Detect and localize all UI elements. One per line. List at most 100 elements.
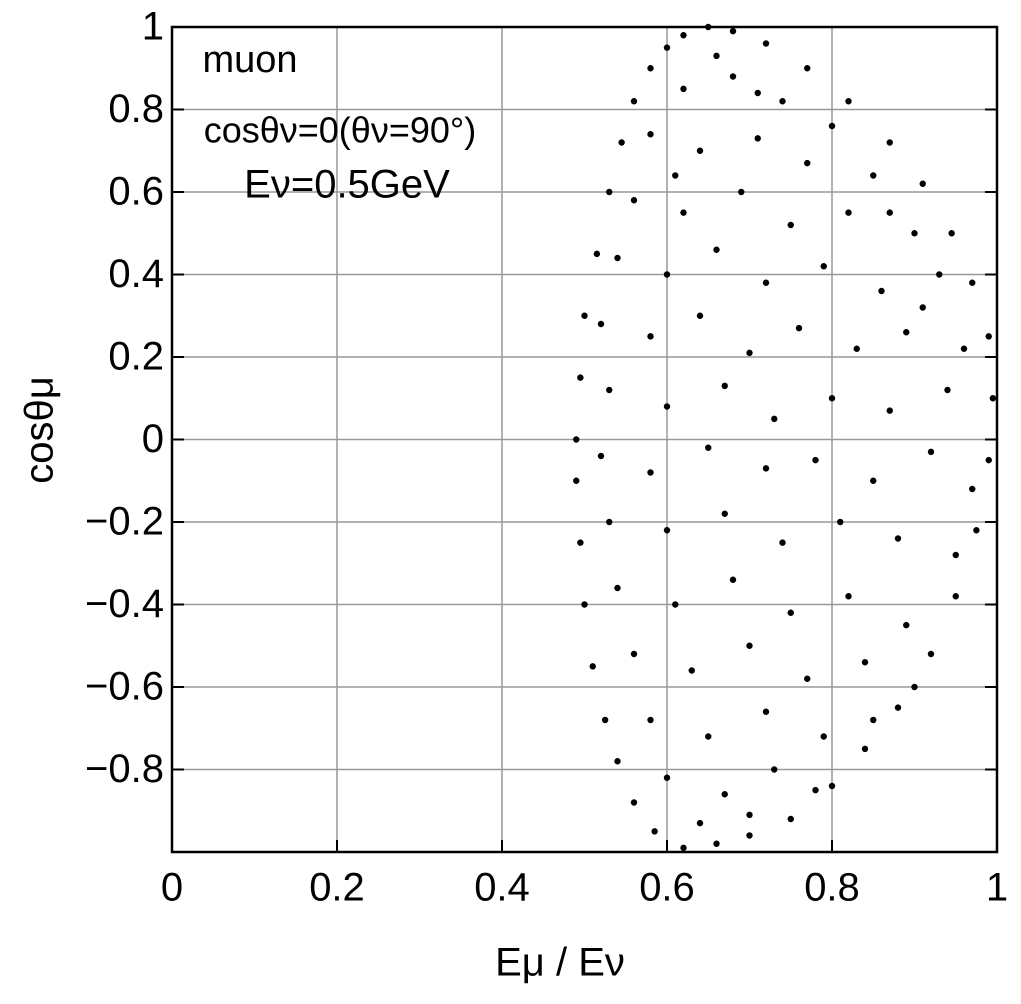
point (721, 510, 728, 517)
point (870, 172, 877, 179)
point (705, 444, 712, 451)
point (738, 188, 745, 196)
point (927, 448, 935, 456)
point (721, 382, 728, 390)
x-axis-label: Eμ / Eν (495, 941, 625, 985)
point (581, 312, 588, 319)
point (614, 584, 621, 592)
point (729, 73, 737, 80)
point (812, 456, 819, 464)
point (589, 663, 596, 670)
point (927, 650, 935, 658)
point (762, 279, 770, 286)
point (729, 576, 737, 583)
x-tick-label: 0 (161, 866, 183, 910)
point (787, 815, 794, 823)
point (663, 527, 671, 534)
point (837, 518, 844, 526)
point (696, 147, 704, 154)
point (680, 209, 687, 216)
point (911, 230, 918, 237)
point (911, 683, 918, 691)
x-tick-label: 0.2 (309, 866, 365, 910)
point (870, 477, 877, 484)
point (597, 320, 605, 328)
point (948, 230, 955, 237)
point (886, 209, 893, 216)
point (651, 828, 658, 835)
point (577, 374, 584, 381)
point (647, 716, 654, 724)
point (828, 782, 836, 790)
y-tick-label: −0.8 (85, 747, 164, 791)
point (696, 312, 704, 319)
point (804, 675, 811, 682)
point (597, 452, 605, 460)
point (787, 609, 794, 616)
point (828, 395, 836, 402)
y-axis-label: cosθμ (18, 376, 62, 484)
point (969, 485, 976, 493)
point (845, 98, 852, 105)
point (647, 65, 654, 72)
x-tick-label: 1 (986, 866, 1008, 910)
point (630, 98, 638, 105)
point (688, 667, 695, 674)
point (618, 139, 625, 146)
plot-frame (170, 25, 999, 854)
point (903, 621, 910, 629)
point (886, 139, 893, 146)
point (894, 704, 902, 711)
point (861, 745, 869, 753)
point (614, 758, 621, 765)
y-tick-label: 0 (142, 417, 164, 461)
y-tick-label: 0.4 (108, 252, 164, 296)
point (746, 349, 753, 357)
point (944, 386, 951, 394)
point (647, 469, 654, 476)
point (861, 659, 869, 666)
point (903, 329, 910, 336)
point (812, 786, 819, 794)
point (746, 811, 753, 819)
point (771, 766, 778, 773)
annotation: cosθν=0(θν=90°) (204, 110, 477, 151)
point (985, 333, 992, 340)
point (779, 539, 786, 546)
point (705, 23, 712, 31)
point (828, 122, 836, 130)
point (606, 518, 613, 526)
point (952, 593, 959, 600)
point (593, 250, 601, 258)
point (680, 32, 687, 39)
point (886, 407, 893, 414)
point (787, 221, 794, 229)
annotation: Eν=0.5GeV (244, 163, 450, 207)
point (989, 395, 997, 402)
point (936, 271, 943, 278)
point (845, 209, 852, 216)
point (779, 98, 786, 105)
point (680, 85, 687, 93)
point (820, 733, 827, 740)
point (663, 44, 671, 51)
point (713, 52, 720, 60)
point (746, 642, 753, 649)
point (762, 40, 770, 47)
y-tick-label: −0.4 (85, 582, 164, 626)
point (663, 403, 671, 410)
point (672, 172, 679, 179)
point (870, 716, 877, 724)
point (606, 188, 613, 196)
point (845, 593, 852, 600)
point (606, 386, 613, 394)
point (754, 89, 761, 97)
point (919, 304, 926, 311)
point (721, 791, 728, 798)
point (630, 650, 638, 658)
point (630, 799, 638, 806)
y-tick-label: 0.8 (108, 87, 164, 131)
point (762, 708, 770, 715)
